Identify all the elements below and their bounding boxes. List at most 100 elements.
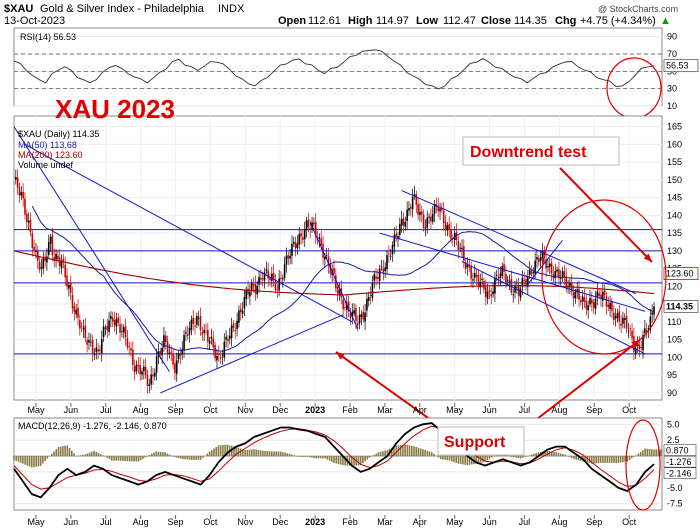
macd-histogram-bar [168,454,171,457]
ma50-line [31,205,655,352]
macd-histogram-bar [170,455,173,457]
candle-body [93,354,96,356]
candle-body [102,326,105,337]
candle-body [541,251,544,259]
candle-body [247,288,249,295]
macd-histogram-bar [335,456,338,464]
price-tick-label: 150 [667,175,682,185]
candle-body [336,286,339,294]
candle-body [338,290,341,296]
candle-body [486,291,489,299]
candle-body [303,229,306,240]
macd-histogram-bar [90,451,93,457]
macd-histogram-bar [544,451,546,457]
candle-body [269,277,271,281]
macd-histogram-bar [135,456,138,462]
candle-body [197,317,200,319]
candle-body [294,242,297,249]
macd-histogram-bar [173,456,175,457]
price-tick-label: 110 [667,317,681,327]
candle-body [495,274,498,276]
candle-body [528,269,531,275]
macd-histogram-bar [604,456,606,463]
macd-histogram-bar [150,453,153,457]
macd-histogram-bar [142,456,144,459]
macd-histogram-bar [217,445,220,457]
candle-body [254,284,257,294]
candle-body [644,328,646,333]
macd-histogram-bar [573,456,575,460]
trendline-down-long [24,143,353,323]
candle-body [521,278,524,287]
macd-histogram-bar [479,456,482,463]
candle-body [450,229,452,240]
macd-histogram-bar [113,456,115,461]
price-tick-label: 120 [667,281,682,291]
macd-histogram-bar [286,453,289,457]
candle-body [538,258,540,263]
candle-body [238,310,240,323]
macd-histogram-bar [533,453,535,457]
macd-histogram-bar [244,449,246,457]
candle-body [408,208,410,211]
macd-histogram-bar [24,456,26,465]
macd-histogram-bar [317,456,320,459]
candle-body [124,326,127,338]
candle-body [221,355,224,357]
macd-histogram-bar [637,453,640,457]
candle-body [410,207,412,209]
candle-body [481,279,483,280]
candle-body [104,327,107,329]
candle-body [166,341,169,354]
macd-histogram-bar [322,456,324,459]
rsi-tick-label: 70 [667,49,677,59]
macd-histogram-bar [408,445,411,457]
candle-body [547,266,549,268]
candle-body [470,265,472,279]
macd-histogram-bar [304,456,306,457]
macd-histogram-bar [422,449,424,457]
candle-body [36,250,39,261]
arrow-support-right-head [631,340,640,348]
candle-body [548,263,551,267]
macd-histogram-bar [230,445,233,457]
candle-body [369,294,372,297]
macd-histogram-bar [33,456,35,468]
macd-histogram-bar [28,456,31,467]
candle-body [360,314,363,318]
candle-body [638,344,641,350]
macd-histogram-bar [226,444,229,457]
macd-histogram-bar [528,455,531,457]
candle-body [550,263,553,274]
candle-body [461,247,463,250]
candle-body [594,298,597,309]
macd-histogram-bar [513,456,515,458]
candle-body [497,276,500,280]
candle-body [287,255,290,259]
candle-body [51,235,54,256]
x-axis-upper-label: 2023 [305,405,325,415]
candle-body [122,327,125,333]
macd-value-label: -2.146 [666,469,692,479]
x-axis-lower-label: Sep [586,517,602,527]
macd-histogram-bar [562,453,564,457]
candle-body [263,271,266,281]
macd-histogram-bar [515,456,518,458]
macd-histogram-bar [566,455,569,457]
macd-histogram-bar [290,454,293,457]
macd-histogram-bar [64,445,66,457]
candle-body [314,221,317,237]
arrow-support-right [519,339,641,433]
candle-body [236,320,238,330]
candle-body [627,330,630,332]
candle-body [86,340,88,345]
price-highlight-circle [541,199,667,355]
candle-body [203,329,205,333]
x-axis-lower: May Jun Jul Aug Sep Oct Nov Dec 2023 Feb Mar Apr May… [27,515,637,527]
macd-histogram-bar [188,456,191,460]
macd-histogram-bar [477,456,480,464]
macd-histogram-bar [224,444,226,457]
candle-body [18,187,21,196]
price-legend: $XAU (Daily) 114.35 [18,129,99,139]
candle-body [442,210,445,224]
